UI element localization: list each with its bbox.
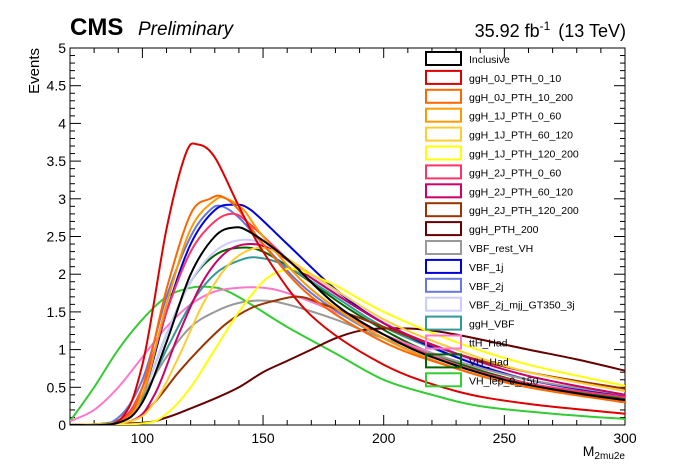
y-tick-label: 2.5 bbox=[47, 229, 67, 245]
y-tick-label: 3.5 bbox=[47, 153, 67, 169]
legend-label: ggH_2J_PTH_120_200 bbox=[469, 205, 579, 217]
legend-label: ttH_Had bbox=[469, 338, 508, 350]
y-tick-label: 1 bbox=[58, 342, 66, 358]
series-line-vbf-rest-vh bbox=[70, 299, 625, 425]
legend-swatch bbox=[425, 353, 462, 369]
series-line-ggh-0j-pth-0-10 bbox=[70, 142, 625, 425]
legend-label: ggH_1J_PTH_120_200 bbox=[469, 149, 579, 161]
energy-label: (13 TeV) bbox=[558, 21, 626, 41]
x-tick-label: 100 bbox=[131, 430, 155, 446]
legend-swatch bbox=[425, 126, 462, 142]
legend-swatch bbox=[425, 107, 462, 123]
legend-label: VBF_1j bbox=[469, 262, 503, 274]
legend-swatch bbox=[425, 240, 462, 255]
y-tick-label: 4 bbox=[58, 115, 66, 131]
legend-label: Inclusive bbox=[469, 54, 510, 66]
series-line-ggh-2j-pth-60-120 bbox=[70, 242, 625, 425]
legend-swatch bbox=[425, 145, 462, 161]
y-axis-label: Events bbox=[26, 48, 43, 94]
lumi-exponent: -1 bbox=[540, 19, 551, 33]
legend-label: VH_lep_0_150 bbox=[469, 375, 539, 387]
legend-swatch bbox=[425, 315, 462, 331]
x-axis-label-main: M bbox=[583, 443, 595, 459]
legend-swatch bbox=[425, 372, 462, 388]
axis-ticks: 100 150 200 250 300 0 0.5 1 1.5 2 2.5 3 3.5 4 4.5 5 bbox=[47, 40, 637, 446]
y-tick-label: 5 bbox=[58, 40, 66, 56]
legend: Inclusive ggH_0J_PTH_0_10 ggH_0J_PTH_10_20… bbox=[425, 51, 579, 388]
y-tick-label: 3 bbox=[58, 191, 66, 207]
legend-label: VBF_2j_mjj_GT350_3j bbox=[469, 300, 575, 312]
series-line-inclusive bbox=[70, 226, 625, 425]
lumi-value: 35.92 fb bbox=[475, 21, 540, 41]
legend-label: ggH_2J_PTH_60_120 bbox=[469, 186, 573, 198]
series-line-vh-lep-0-150 bbox=[70, 285, 625, 422]
series-group bbox=[70, 142, 625, 425]
legend-label: ggH_VBF bbox=[469, 319, 515, 331]
legend-swatch bbox=[425, 183, 462, 199]
legend-swatch bbox=[425, 221, 462, 237]
y-tick-label: 1.5 bbox=[47, 304, 67, 320]
legend-label: VBF_2j bbox=[469, 281, 503, 293]
legend-label: ggH_1J_PTH_60_120 bbox=[469, 130, 573, 142]
legend-swatch bbox=[425, 164, 462, 180]
legend-swatch bbox=[425, 277, 462, 293]
y-tick-label: 4.5 bbox=[47, 78, 67, 94]
x-tick-label: 250 bbox=[493, 430, 517, 446]
x-tick-label: 300 bbox=[613, 430, 637, 446]
y-tick-label: 2 bbox=[58, 266, 66, 282]
legend-swatch bbox=[425, 258, 462, 274]
y-tick-label: 0.5 bbox=[47, 379, 67, 395]
legend-swatch bbox=[425, 69, 462, 85]
legend-swatch bbox=[425, 202, 462, 218]
legend-label: ggH_1J_PTH_0_60 bbox=[469, 111, 561, 123]
experiment-label: CMS bbox=[70, 14, 123, 41]
legend-label: ggH_2J_PTH_0_60 bbox=[469, 167, 561, 179]
x-tick-label: 200 bbox=[372, 430, 396, 446]
legend-label: VH_Had bbox=[469, 356, 509, 368]
x-axis-label-subscript: 2mu2e bbox=[594, 451, 625, 462]
x-axis-label: M2mu2e bbox=[583, 443, 626, 462]
legend-label: ggH_PTH_200 bbox=[469, 224, 539, 236]
series-line-ggh-1j-pth-60-120 bbox=[70, 246, 625, 425]
legend-label: ggH_0J_PTH_10_200 bbox=[469, 92, 573, 104]
legend-label: ggH_0J_PTH_0_10 bbox=[469, 73, 561, 85]
legend-swatch bbox=[425, 334, 462, 350]
status-label: Preliminary bbox=[138, 19, 235, 40]
y-tick-label: 0 bbox=[58, 417, 66, 433]
legend-swatch bbox=[425, 51, 462, 66]
legend-label: VBF_rest_VH bbox=[469, 243, 533, 255]
legend-swatch bbox=[425, 88, 462, 104]
luminosity-label: 35.92 fb-1 (13 TeV) bbox=[475, 19, 626, 41]
x-tick-label: 150 bbox=[251, 430, 275, 446]
legend-swatch bbox=[425, 296, 462, 312]
series-line-ggh-pth-200 bbox=[70, 327, 625, 425]
